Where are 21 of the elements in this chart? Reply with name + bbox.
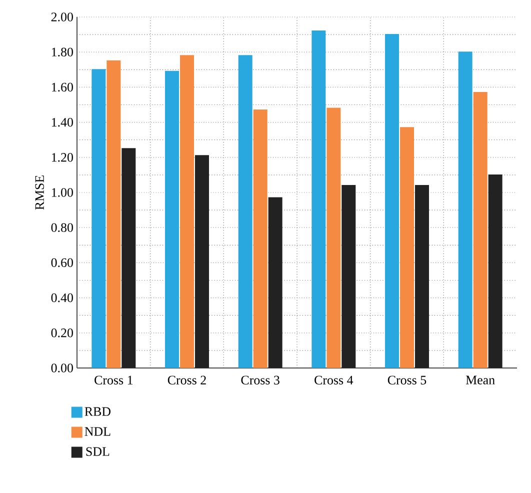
y-tick-label: 2.00 <box>51 12 73 22</box>
y-tick-label: 1.20 <box>52 153 73 162</box>
y-tick-label: 0.40 <box>51 293 73 302</box>
x-tick-label: Cross 3 <box>241 376 280 384</box>
y-tick-label: 1.60 <box>52 82 73 92</box>
y-tick-label: 1.00 <box>52 188 73 197</box>
x-tick-label: Cross 2 <box>168 376 206 384</box>
legend-label: RBD <box>84 407 110 416</box>
x-tick-label: Mean <box>466 376 495 384</box>
x-tick-label: Cross 4 <box>314 376 354 384</box>
y-tick-label: 1.40 <box>52 118 73 127</box>
legend-label: SDL <box>86 447 110 456</box>
y-tick-label: 0.80 <box>51 223 73 232</box>
x-tick-label: Cross 5 <box>388 376 426 384</box>
y-tick-label: 0.20 <box>51 328 73 338</box>
y-tick-label: 0.00 <box>51 364 73 372</box>
y-tick-label: 1.80 <box>52 48 73 56</box>
y-axis-title: RMSE <box>35 176 44 210</box>
x-tick-label: Cross 1 <box>94 376 132 384</box>
legend-label: NDL <box>84 427 110 436</box>
y-tick-label: 0.60 <box>51 258 73 268</box>
